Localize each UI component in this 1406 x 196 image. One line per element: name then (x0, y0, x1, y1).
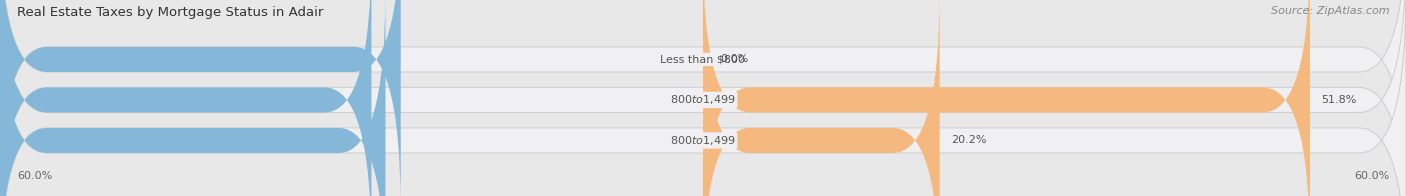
Text: 51.8%: 51.8% (1322, 95, 1357, 105)
FancyBboxPatch shape (0, 0, 371, 196)
Text: $800 to $1,499: $800 to $1,499 (671, 93, 735, 106)
Text: 0.0%: 0.0% (721, 54, 749, 64)
FancyBboxPatch shape (0, 0, 385, 196)
Text: 20.2%: 20.2% (952, 135, 987, 145)
Text: 60.0%: 60.0% (1354, 171, 1389, 181)
FancyBboxPatch shape (703, 0, 939, 196)
Text: Source: ZipAtlas.com: Source: ZipAtlas.com (1271, 6, 1389, 16)
Text: $800 to $1,499: $800 to $1,499 (671, 134, 735, 147)
Text: 60.0%: 60.0% (17, 171, 52, 181)
Text: Less than $800: Less than $800 (661, 54, 745, 64)
Text: Real Estate Taxes by Mortgage Status in Adair: Real Estate Taxes by Mortgage Status in … (17, 6, 323, 19)
FancyBboxPatch shape (0, 0, 401, 196)
FancyBboxPatch shape (703, 0, 1310, 196)
